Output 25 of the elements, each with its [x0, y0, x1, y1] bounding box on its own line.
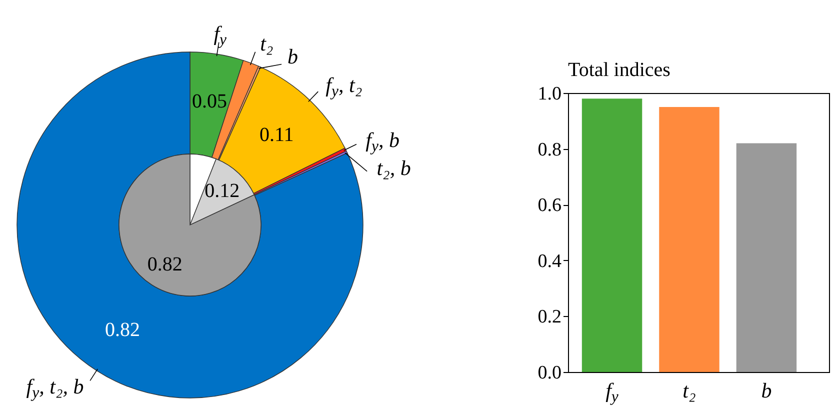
data-label: 0.12: [204, 180, 240, 202]
data-label: 0.05: [192, 90, 228, 113]
y-tick-label: 0.0: [538, 362, 562, 384]
slice-label: t₂, b: [376, 156, 411, 180]
y-tick-label: 0.8: [538, 139, 562, 160]
bar: [582, 98, 642, 372]
slice-label: f$_{y}$, b: [366, 128, 400, 155]
x-tick-label: f$_{y}$: [606, 378, 618, 406]
bar: [659, 106, 720, 372]
y-tick-label: 0.6: [538, 195, 562, 216]
data-label: 0.11: [259, 124, 294, 146]
chart-title: Total indices: [568, 59, 671, 81]
slice-label: f$_{y}$, t₂: [326, 72, 362, 100]
y-tick-label: 0.4: [538, 250, 562, 272]
slice-label: b: [288, 44, 298, 68]
x-tick-label: t₂: [682, 378, 696, 402]
slice-label: f$_{y}$, t₂, b: [26, 374, 84, 402]
y-tick-label: 1.0: [538, 84, 562, 104]
data-label: 0.82: [104, 319, 140, 342]
y-tick-label: 0.2: [538, 306, 562, 328]
bar: [736, 143, 797, 372]
x-tick-label: b: [761, 378, 772, 402]
slice-label: f$_{y}$: [214, 21, 227, 48]
data-label: 0.82: [147, 254, 182, 276]
slice-label: t₂: [260, 31, 274, 56]
